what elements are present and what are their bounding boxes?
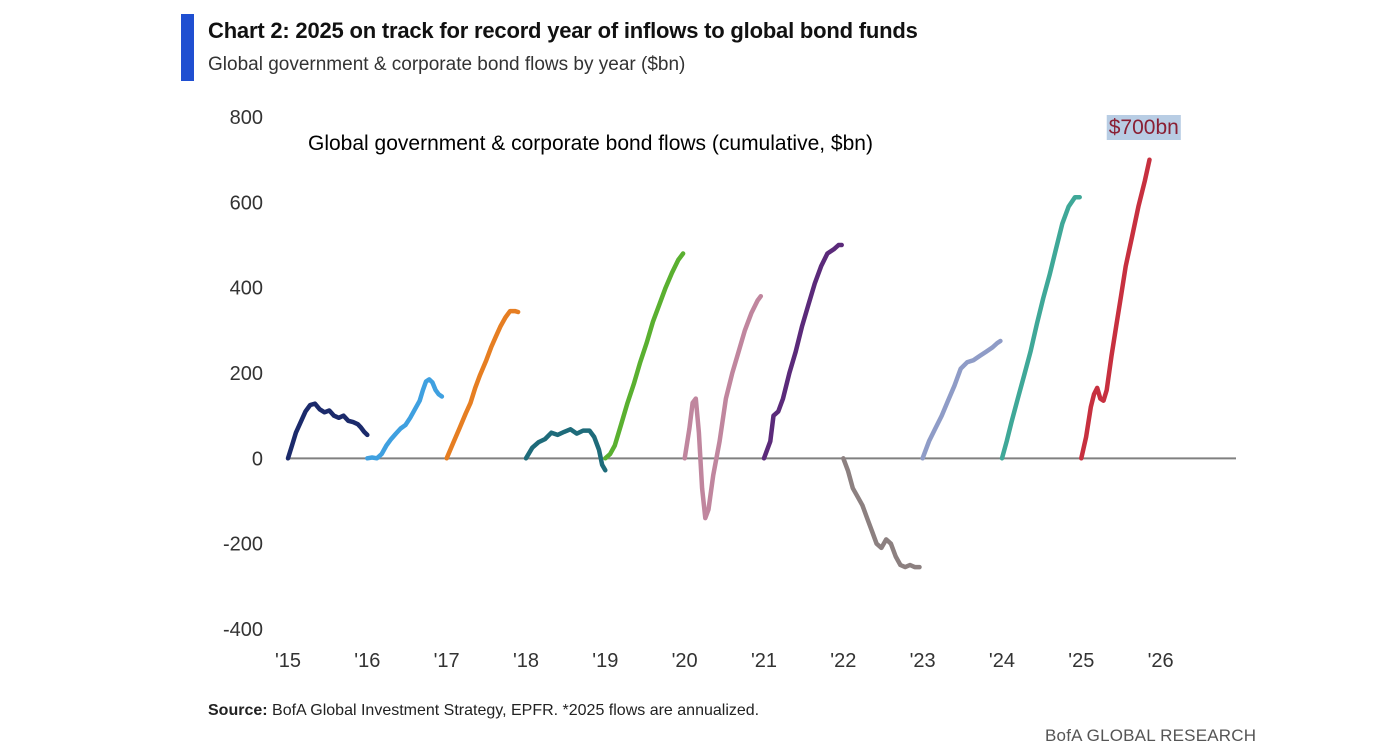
- x-tick-label: '16: [354, 650, 380, 672]
- x-tick-label: '26: [1148, 650, 1174, 672]
- y-tick-label: 0: [252, 448, 263, 470]
- source-text: BofA Global Investment Strategy, EPFR. *…: [272, 702, 760, 719]
- chart-subtitle: Global government & corporate bond flows…: [208, 54, 686, 75]
- y-tick-label: 800: [230, 107, 263, 129]
- annotation-label: $700bn: [1109, 116, 1179, 139]
- accent-bar: [181, 14, 194, 81]
- series-line-2016: [365, 377, 445, 461]
- series-line-2018: [523, 427, 608, 473]
- series-line-2022: [841, 456, 922, 570]
- series-line-2015: [285, 401, 370, 461]
- series-line-2024: [999, 194, 1082, 461]
- series-line-2023: [920, 338, 1003, 461]
- x-tick-label: '22: [830, 650, 856, 672]
- series-line-2019: [603, 251, 686, 461]
- series-line-2020: [682, 293, 764, 521]
- series-line-2025: [1079, 157, 1152, 461]
- x-tick-label: '18: [513, 650, 539, 672]
- x-tick-label: '24: [989, 650, 1015, 672]
- x-tick-label: '15: [275, 650, 301, 672]
- source-note: Source: BofA Global Investment Strategy,…: [208, 702, 759, 720]
- y-tick-label: 200: [230, 363, 263, 385]
- x-tick-label: '17: [434, 650, 460, 672]
- brand-footer: BofA GLOBAL RESEARCH: [1045, 726, 1257, 745]
- x-tick-label: '20: [672, 650, 698, 672]
- x-tick-label: '19: [592, 650, 618, 672]
- y-tick-label: 400: [230, 278, 263, 300]
- series-line-2021: [761, 242, 844, 461]
- inner-chart-title: Global government & corporate bond flows…: [308, 132, 873, 155]
- x-tick-label: '25: [1068, 650, 1094, 672]
- source-label: Source:: [208, 702, 268, 719]
- chart-title: Chart 2: 2025 on track for record year o…: [208, 18, 918, 43]
- y-tick-label: -200: [223, 534, 263, 556]
- x-tick-label: '21: [751, 650, 777, 672]
- series-line-2017: [444, 308, 521, 461]
- y-tick-label: 600: [230, 192, 263, 214]
- x-tick-label: '23: [910, 650, 936, 672]
- annotation-highlight: [1106, 115, 1181, 140]
- y-tick-label: -400: [223, 619, 263, 641]
- bond-flows-chart: 800 600 400 200 0 -200 -400 '15 '16 '17 '18 '19 '20 '…: [223, 107, 1236, 672]
